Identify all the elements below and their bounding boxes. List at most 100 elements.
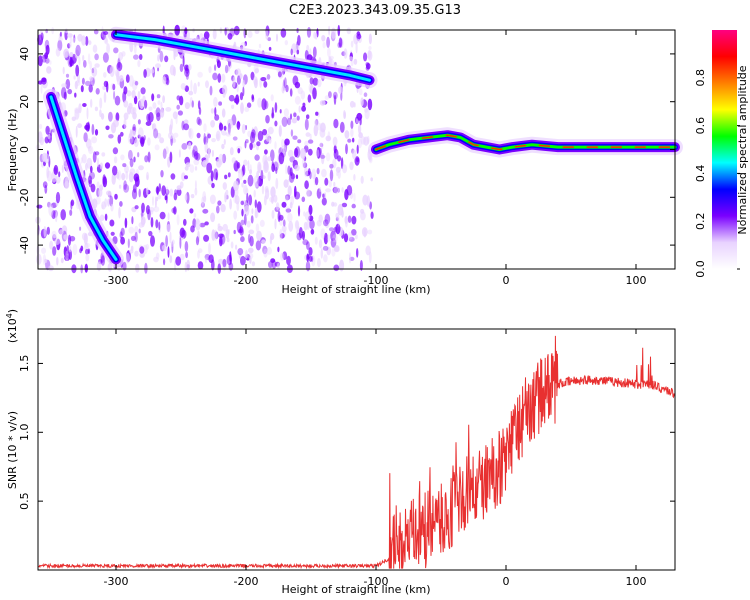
- spectrogram-noise-cell: [326, 246, 332, 256]
- spectrogram-noise-cell: [341, 202, 348, 208]
- spectrogram-noise-cell: [87, 40, 92, 46]
- spectrogram-noise-cell: [195, 236, 200, 246]
- spectrogram-noise-cell: [64, 181, 70, 189]
- spectrogram-noise-cell: [325, 135, 332, 142]
- spectrogram-noise-cell: [216, 60, 221, 69]
- spectrogram-noise-cell: [89, 60, 92, 70]
- spectrogram-noise-cell: [256, 201, 262, 213]
- spectrogram-noise-cell: [304, 118, 309, 131]
- spectrogram-noise-cell: [275, 202, 280, 211]
- spectrogram-noise-cell: [309, 219, 315, 230]
- spectrogram-noise-cell: [318, 239, 323, 249]
- spectrogram-noise-cell: [333, 186, 339, 195]
- spectrogram-noise-cell: [343, 111, 346, 119]
- spectrogram-noise-cell: [198, 107, 202, 115]
- spectrogram-noise-cell: [370, 211, 374, 219]
- spectrogram-noise-cell: [60, 209, 66, 221]
- spectrogram-noise-cell: [220, 203, 226, 213]
- spectrogram-noise-cell: [43, 226, 47, 238]
- spectrogram-noise-cell: [104, 213, 108, 221]
- spectrogram-noise-cell: [159, 211, 166, 220]
- spectrogram-noise-cell: [322, 245, 329, 251]
- spectrogram-noise-cell: [301, 105, 306, 112]
- spectrogram-noise-cell: [356, 33, 362, 40]
- spectrogram-noise-cell: [213, 231, 218, 242]
- spectrogram-noise-cell: [131, 79, 138, 91]
- spectrogram-noise-cell: [68, 42, 72, 48]
- spectrogram-y-tick-label: -20: [18, 188, 31, 206]
- spectrogram-noise-cell: [211, 182, 215, 189]
- spectrogram-noise-cell: [149, 69, 155, 74]
- spectrogram-noise-cell: [233, 229, 236, 235]
- spectrogram-noise-cell: [285, 84, 289, 93]
- spectrogram-noise-cell: [139, 98, 144, 110]
- spectrogram-noise-cell: [92, 44, 98, 53]
- spectrogram-noise-cell: [114, 193, 118, 200]
- spectrogram-noise-cell: [147, 151, 151, 163]
- spectrogram-noise-cell: [127, 238, 130, 249]
- spectrogram-noise-cell: [191, 149, 196, 158]
- spectrogram-noise-cell: [46, 66, 52, 74]
- spectrogram-noise-cell: [324, 177, 329, 186]
- spectrogram-noise-cell: [173, 132, 179, 138]
- spectrogram-noise-cell: [314, 120, 317, 125]
- spectrogram-noise-cell: [38, 55, 43, 67]
- colorbar-gradient: [712, 30, 737, 269]
- spectrogram-noise-cell: [101, 152, 106, 157]
- spectrogram-noise-cell: [164, 55, 169, 63]
- spectrogram-noise-cell: [240, 236, 245, 243]
- spectrogram-noise-cell: [125, 170, 129, 180]
- spectrogram-noise-cell: [214, 107, 217, 116]
- colorbar-tick-label: 0.8: [694, 69, 707, 87]
- spectrogram-noise-cell: [185, 72, 189, 80]
- spectrogram-noise-cell: [194, 166, 198, 171]
- spectrogram-noise-cell: [184, 175, 188, 180]
- spectrogram-noise-cell: [179, 227, 185, 238]
- spectrogram-noise-cell: [333, 148, 339, 160]
- spectrogram-noise-cell: [254, 206, 258, 219]
- spectrogram-noise-cell: [47, 133, 51, 140]
- spectrogram-y-ticks: -40 -20 0 20 40: [18, 47, 675, 254]
- spectrogram-noise-cell: [118, 184, 122, 189]
- spectrogram-noise-cell: [328, 180, 332, 188]
- spectrogram-noise-cell: [81, 77, 85, 85]
- spectrogram-noise-cell: [287, 149, 294, 158]
- spectrogram-noise-cell: [156, 187, 159, 196]
- spectrogram-noise-cell: [296, 232, 302, 241]
- spectrogram-noise-cell: [80, 85, 84, 93]
- spectrogram-noise-cell: [266, 74, 271, 80]
- snr-panel: -300 -200 -100 0 100 0.5 1.0 1.5 Height of str…: [5, 309, 676, 596]
- spectrogram-noise-cell: [190, 194, 195, 199]
- spectrogram-noise-cell: [333, 118, 339, 129]
- spectrogram-noise-cell: [278, 214, 284, 221]
- spectrogram-noise-cell: [52, 246, 57, 256]
- spectrogram-noise-cell: [268, 46, 272, 51]
- spectrogram-noise-cell: [270, 94, 274, 102]
- spectrogram-noise-cell: [247, 252, 254, 260]
- spectrogram-noise-cell: [255, 240, 262, 251]
- spectrogram-noise-cell: [65, 28, 68, 34]
- spectrogram-noise-cell: [289, 167, 293, 177]
- spectrogram-noise-cell: [170, 138, 177, 144]
- spectrogram-noise-cell: [281, 116, 288, 128]
- colorbar-tick-label: 0.2: [694, 212, 707, 230]
- spectrogram-noise-cell: [325, 188, 332, 193]
- spectrogram-noise-cell: [304, 140, 309, 147]
- spectrogram-noise-cell: [321, 152, 325, 165]
- spectrogram-noise-cell: [238, 169, 244, 181]
- spectrogram-noise-cell: [138, 165, 144, 171]
- spectrogram-noise-cell: [233, 25, 240, 36]
- spectrogram-noise-cell: [140, 137, 145, 147]
- spectrogram-noise-cell: [95, 195, 101, 205]
- spectrogram-noise-cell: [218, 233, 224, 238]
- spectrogram-noise-cell: [122, 261, 127, 271]
- spectrogram-noise-cell: [311, 168, 316, 180]
- spectrogram-noise-cell: [197, 118, 202, 126]
- spectrogram-noise-cell: [254, 68, 260, 74]
- spectrogram-noise-cell: [258, 43, 262, 49]
- spectrogram-noise-cell: [195, 152, 201, 161]
- spectrogram-noise-cell: [300, 148, 306, 160]
- spectrogram-noise-cell: [347, 138, 352, 143]
- spectrogram-noise-cell: [303, 167, 309, 177]
